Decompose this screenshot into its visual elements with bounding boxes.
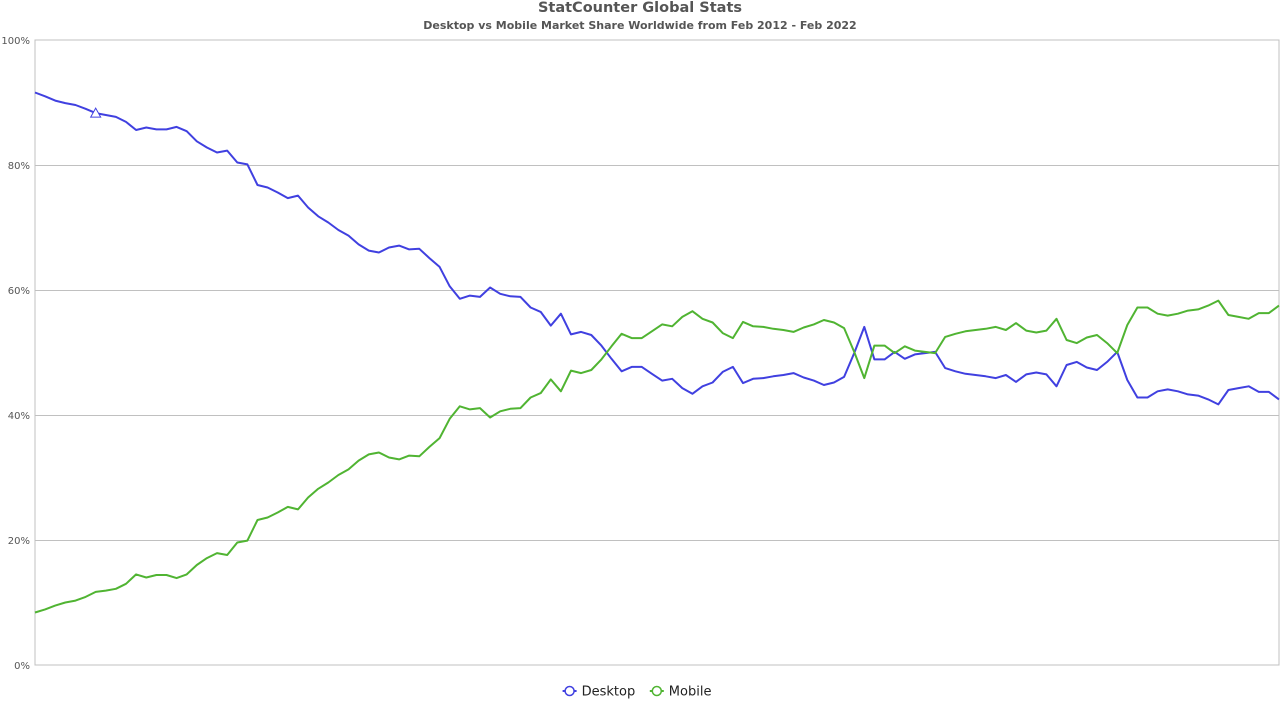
series-line-mobile [34, 299, 1280, 614]
plot-area-border [34, 39, 1280, 666]
chart-title: StatCounter Global Stats [537, 0, 743, 16]
legend-item-mobile[interactable]: Mobile [649, 685, 712, 700]
y-tick-label: 20% [8, 536, 30, 547]
legend-item-desktop[interactable]: Desktop [562, 685, 636, 700]
y-tick-label: 60% [8, 286, 30, 297]
y-tick-label: 80% [8, 161, 30, 172]
y-tick-label: 0% [14, 661, 30, 672]
legend-marker-icon [651, 685, 663, 697]
series-line-desktop [34, 91, 1280, 406]
y-tick-label: 40% [8, 411, 30, 422]
hover-point-marker[interactable] [89, 107, 102, 118]
y-tick-label: 100% [1, 36, 30, 47]
legend-label: Desktop [582, 685, 636, 700]
legend-label: Mobile [669, 685, 712, 700]
chart-subtitle: Desktop vs Mobile Market Share Worldwide… [423, 19, 857, 32]
legend-marker-icon [564, 685, 575, 697]
